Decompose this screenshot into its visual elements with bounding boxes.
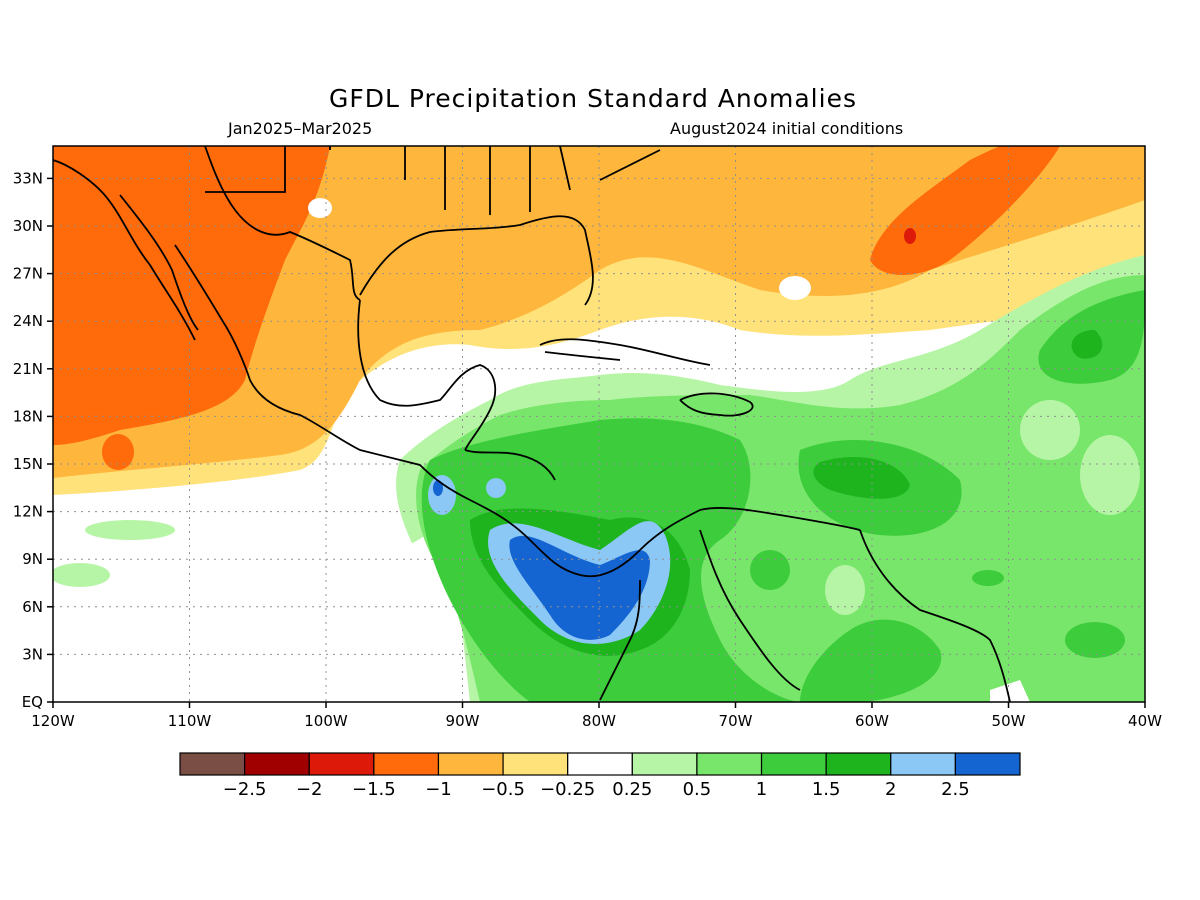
latitude-labels: EQ 3N 6N 9N 12N 15N 18N 21N 24N 27N 30N 33N (13, 169, 43, 711)
lon-label: 70W (719, 712, 753, 730)
lat-label: 12N (13, 503, 43, 521)
colorbar-label: −0.5 (481, 779, 525, 800)
lon-label: 90W (446, 712, 480, 730)
initial-conditions: August2024 initial conditions (670, 119, 904, 138)
graticule (53, 146, 1145, 702)
colorbar-label: −0.25 (540, 779, 595, 800)
colorbar-swatch (502, 752, 569, 776)
colorbar-label: 1 (756, 779, 767, 800)
lon-label: 60W (855, 712, 889, 730)
colorbar-swatch (954, 752, 1021, 776)
lon-label: 120W (31, 712, 75, 730)
colorbar-swatch (825, 752, 892, 776)
lat-label: 3N (22, 645, 43, 663)
lat-label: 21N (13, 360, 43, 378)
colorbar-label: −2.5 (223, 779, 267, 800)
anomaly-field (53, 146, 1145, 702)
axis-ticks (47, 177, 1146, 708)
colorbar-label: −2 (296, 779, 323, 800)
chart-title: GFDL Precipitation Standard Anomalies (329, 84, 857, 113)
forecast-period: Jan2025–Mar2025 (228, 119, 373, 138)
colorbar-swatch (373, 752, 440, 776)
colorbar-label: 0.5 (683, 779, 712, 800)
lat-label: 9N (22, 550, 43, 568)
colorbar-swatch (696, 752, 763, 776)
lat-label: 18N (13, 407, 43, 425)
lon-label: 100W (304, 712, 348, 730)
longitude-labels: 120W 110W 100W 90W 80W 70W 60W 50W 40W (31, 712, 1162, 730)
colorbar-swatch (244, 752, 310, 776)
lat-label: 30N (13, 217, 43, 235)
coastlines (53, 146, 1011, 702)
colorbar-swatch (179, 752, 246, 776)
lat-label: 27N (13, 265, 43, 283)
colorbar: −2.5 −2 −1.5 −1 −0.5 −0.25 0.25 0.5 1 1.5 2 2.5 (179, 752, 1021, 800)
colorbar-label: 2 (885, 779, 896, 800)
lat-label: 6N (22, 598, 43, 616)
lat-label: 33N (13, 169, 43, 187)
lon-label: 50W (992, 712, 1026, 730)
colorbar-label: −1.5 (352, 779, 396, 800)
lon-label: 110W (168, 712, 212, 730)
colorbar-label: 2.5 (941, 779, 970, 800)
colorbar-swatch (308, 752, 375, 776)
colorbar-label: 0.25 (612, 779, 652, 800)
colorbar-label: 1.5 (812, 779, 841, 800)
colorbar-swatch (890, 752, 956, 776)
colorbar-swatch (437, 752, 504, 776)
lat-label: EQ (22, 693, 43, 711)
colorbar-swatch (567, 752, 633, 776)
lat-label: 24N (13, 312, 43, 330)
colorbar-label: −1 (425, 779, 452, 800)
lat-label: 15N (13, 455, 43, 473)
lon-label: 80W (582, 712, 616, 730)
colorbar-swatch (631, 752, 698, 776)
colorbar-swatch (760, 752, 827, 776)
lon-label: 40W (1128, 712, 1162, 730)
